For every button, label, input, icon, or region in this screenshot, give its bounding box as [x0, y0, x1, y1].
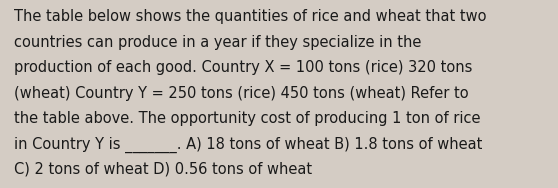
- Text: production of each good. Country X = 100 tons (rice) 320 tons: production of each good. Country X = 100…: [14, 60, 472, 75]
- Text: in Country Y is _______. A) 18 tons of wheat B) 1.8 tons of wheat: in Country Y is _______. A) 18 tons of w…: [14, 136, 482, 152]
- Text: countries can produce in a year if they specialize in the: countries can produce in a year if they …: [14, 35, 421, 50]
- Text: The table below shows the quantities of rice and wheat that two: The table below shows the quantities of …: [14, 9, 487, 24]
- Text: C) 2 tons of wheat D) 0.56 tons of wheat: C) 2 tons of wheat D) 0.56 tons of wheat: [14, 162, 312, 177]
- Text: (wheat) Country Y = 250 tons (rice) 450 tons (wheat) Refer to: (wheat) Country Y = 250 tons (rice) 450 …: [14, 86, 469, 101]
- Text: the table above. The opportunity cost of producing 1 ton of rice: the table above. The opportunity cost of…: [14, 111, 480, 126]
